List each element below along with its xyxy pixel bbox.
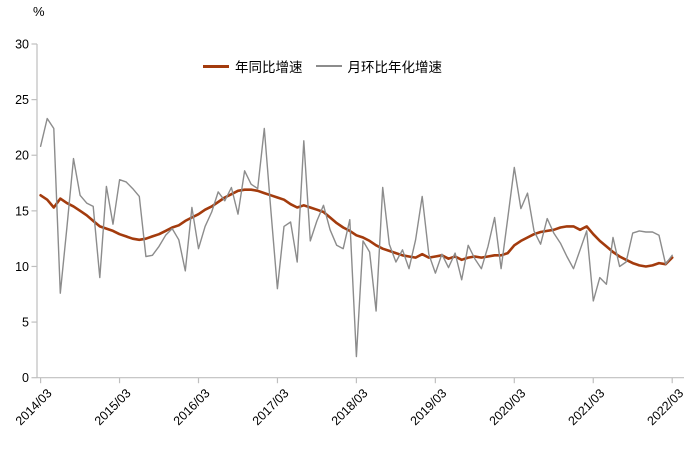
y-tick-label: 5 [22, 316, 29, 330]
series-line-yoy [39, 188, 674, 268]
x-tick-label: 2016/03 [171, 386, 213, 428]
x-tick-label: 2014/03 [13, 386, 55, 428]
x-tick-label: 2021/03 [566, 386, 608, 428]
y-tick-label: 30 [15, 38, 29, 52]
x-tick-label: 2017/03 [250, 386, 292, 428]
x-tick-label: 2019/03 [408, 386, 450, 428]
x-tick-label: 2015/03 [92, 386, 134, 428]
x-tick-label: 2020/03 [487, 386, 529, 428]
y-tick-label: 15 [15, 204, 29, 218]
y-tick-label: 10 [15, 260, 29, 274]
y-tick-label: 25 [15, 93, 29, 107]
x-tick-label: 2018/03 [329, 386, 371, 428]
y-tick-label: 20 [15, 149, 29, 163]
y-axis-unit-label: % [33, 4, 45, 19]
y-tick-label: 0 [22, 371, 29, 385]
series-line-mom [39, 117, 673, 358]
x-tick-label: 2022/03 [644, 386, 686, 428]
